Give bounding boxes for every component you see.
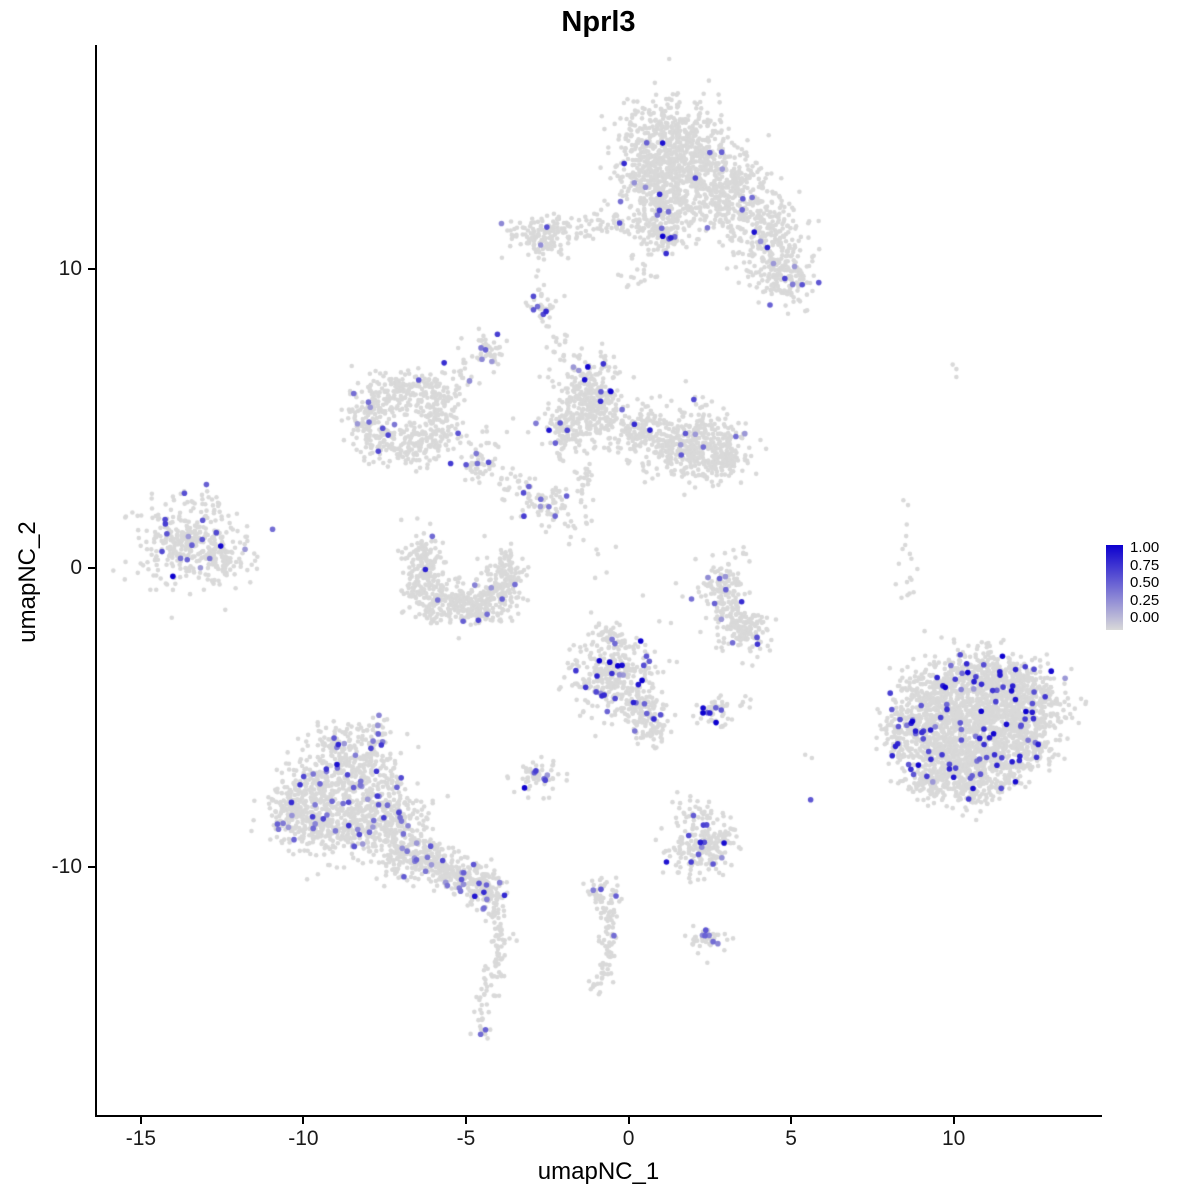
- y-axis-line: [95, 45, 97, 1117]
- x-tick-mark: [139, 1117, 142, 1124]
- y-tick-label: -10: [51, 854, 82, 878]
- legend-label: 0.75: [1130, 556, 1160, 574]
- x-tick-label: 10: [942, 1127, 966, 1150]
- x-tick-label: -10: [288, 1127, 319, 1150]
- legend-label: 1.00: [1130, 539, 1160, 556]
- y-tick-label: 10: [58, 257, 82, 281]
- x-tick-mark: [465, 1117, 467, 1124]
- legend-label: 0.50: [1130, 574, 1160, 591]
- x-axis-line: [95, 1115, 1102, 1117]
- x-tick-mark: [627, 1117, 630, 1124]
- legend: 1.00 0.75 0.50 0.25 0.00: [1106, 540, 1198, 640]
- x-tick-mark: [790, 1117, 793, 1124]
- legend-gradient-bar: [1106, 545, 1123, 630]
- y-tick-mark: [88, 268, 95, 271]
- x-tick-mark: [302, 1117, 305, 1124]
- x-axis-label: umapNC_1: [537, 1158, 660, 1185]
- y-tick-label: 0: [70, 556, 82, 580]
- x-tick-label: -5: [456, 1127, 476, 1150]
- plot-panel: [97, 45, 1100, 1115]
- y-tick-mark: [88, 865, 95, 868]
- x-tick-label: 0: [622, 1127, 635, 1150]
- x-tick-label: -15: [125, 1127, 157, 1150]
- y-tick-mark: [88, 567, 95, 570]
- scatter-canvas: [97, 45, 1100, 1115]
- y-axis-label: umapNC_2: [14, 521, 41, 643]
- legend-label: 0.25: [1130, 591, 1160, 609]
- legend-label: 0.00: [1130, 609, 1160, 626]
- x-tick-label: 5: [785, 1127, 797, 1150]
- plot-title: Nprl3: [561, 6, 636, 38]
- x-tick-mark: [952, 1117, 955, 1124]
